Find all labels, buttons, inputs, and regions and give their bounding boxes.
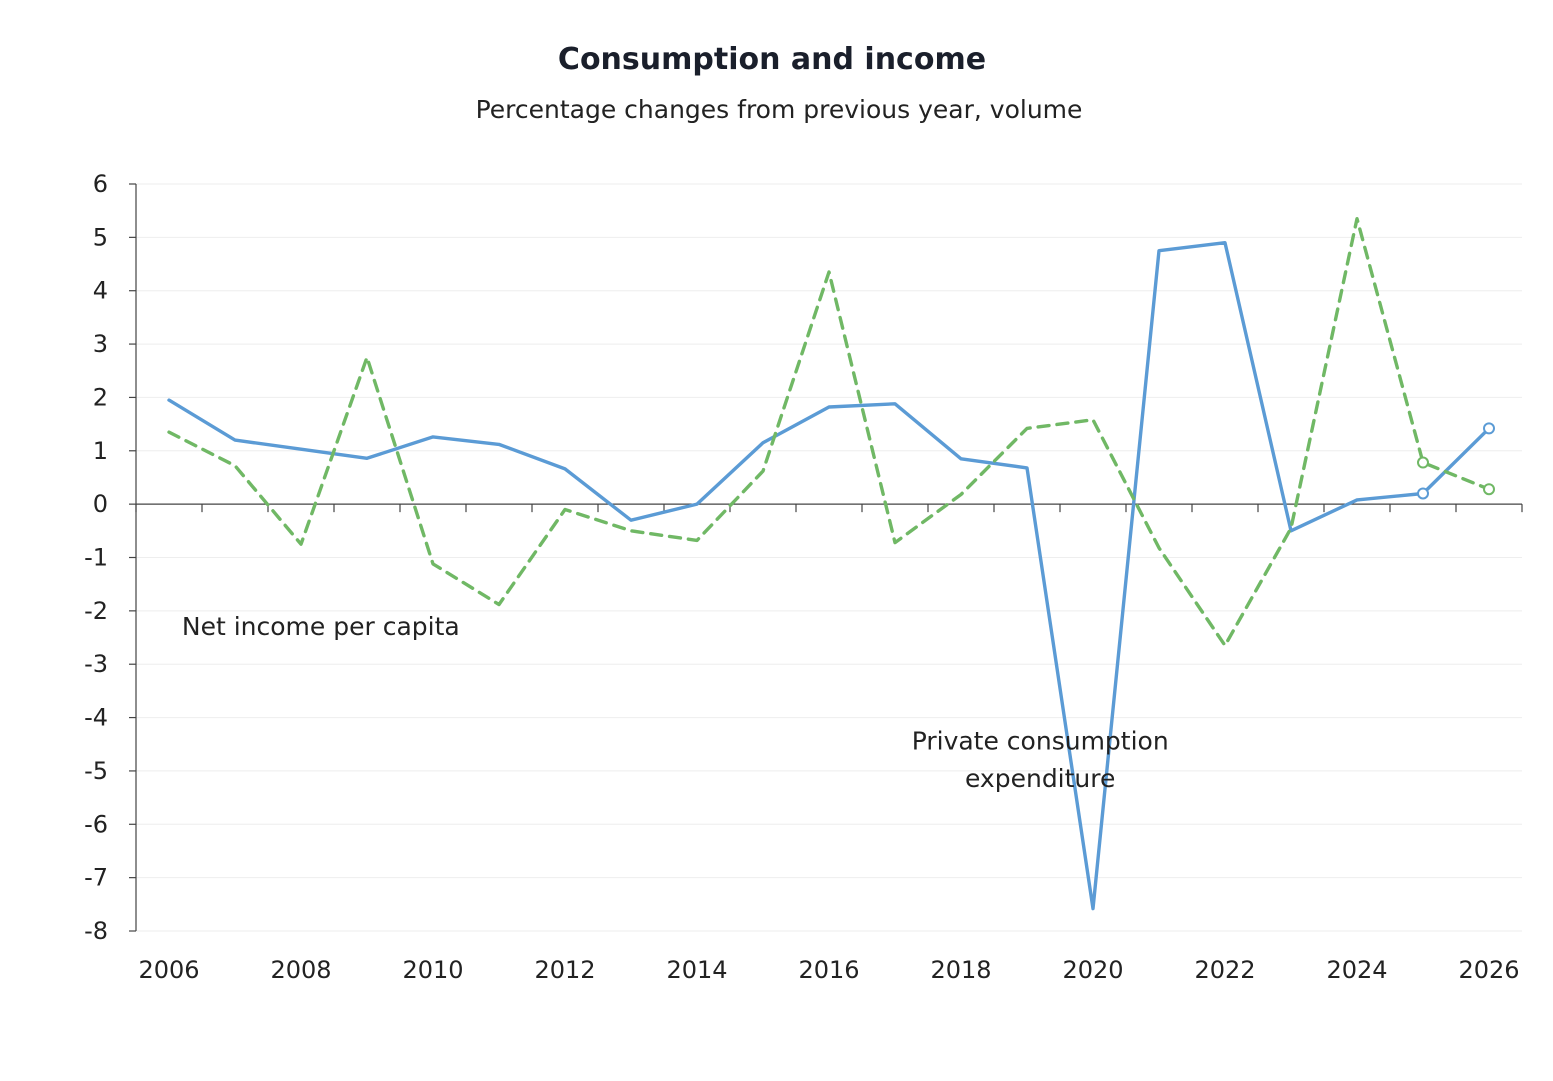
y-tick-label: 3: [93, 330, 108, 358]
series-annotation: Net income per capita: [182, 612, 460, 641]
chart-subtitle: Percentage changes from previous year, v…: [476, 95, 1083, 124]
y-tick-label: 6: [93, 170, 108, 198]
x-tick-label: 2014: [666, 956, 727, 984]
y-tick-label: -7: [84, 864, 108, 892]
series-line-private-consumption: [167, 241, 1491, 911]
x-tick-label: 2016: [798, 956, 859, 984]
x-tick-label: 2024: [1326, 956, 1387, 984]
axes: [129, 183, 1523, 932]
gridlines: [136, 183, 1522, 932]
series-annotation: expenditure: [965, 764, 1115, 793]
y-tick-label: -5: [84, 757, 108, 785]
x-tick-label: 2010: [402, 956, 463, 984]
x-tick-label: 2006: [138, 956, 199, 984]
forecast-point: [1417, 456, 1429, 469]
y-tick-label: -4: [84, 704, 108, 732]
y-tick-label: -3: [84, 650, 108, 678]
y-tick-label: -2: [84, 597, 108, 625]
y-tick-label: 4: [93, 277, 108, 305]
x-tick-label: 2022: [1194, 956, 1255, 984]
forecast-point: [1483, 422, 1495, 435]
x-axis-tick-labels: 2006 2008 2010 2012 2014 2016 2018 2020 2022 2024…: [138, 956, 1519, 984]
y-tick-label: 2: [93, 383, 108, 411]
x-tick-label: 2012: [534, 956, 595, 984]
x-tick-label: 2008: [270, 956, 331, 984]
y-axis-tick-labels: 6 5 4 3 2 1 0 -1 -2 -3 -4 -5 -6 -7 -8: [84, 170, 108, 945]
forecast-point: [1483, 483, 1495, 496]
y-tick-label: 1: [93, 437, 108, 465]
y-tick-label: 0: [93, 490, 108, 518]
x-tick-label: 2026: [1458, 956, 1519, 984]
y-tick-label: 5: [93, 223, 108, 251]
x-tick-label: 2018: [930, 956, 991, 984]
y-tick-label: -1: [84, 544, 108, 572]
series-line-net-income: [167, 217, 1491, 648]
chart-title: Consumption and income: [558, 42, 986, 77]
y-tick-label: -6: [84, 810, 108, 838]
annotations: Net income per capita Private consumption…: [182, 612, 1169, 793]
series: [167, 217, 1495, 911]
y-tick-label: -8: [84, 917, 108, 945]
forecast-point: [1417, 487, 1429, 500]
series-annotation: Private consumption: [912, 727, 1169, 756]
x-tick-label: 2020: [1062, 956, 1123, 984]
